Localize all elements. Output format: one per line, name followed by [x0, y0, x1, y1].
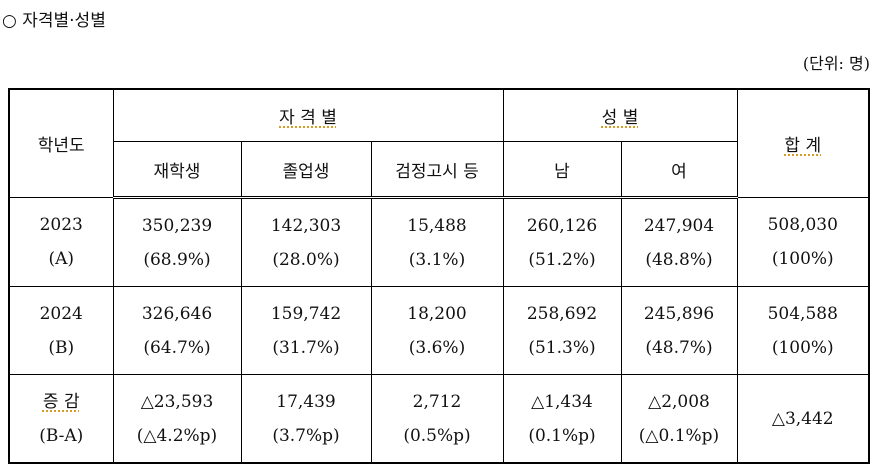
- table-body: 2023 (A) 350,239 (68.9%) 142,303 (28.0%) 15,48…: [8, 197, 870, 464]
- row-label-cell: 2023 (A): [8, 197, 114, 287]
- table-row: 2023 (A) 350,239 (68.9%) 142,303 (28.0%) 15,48…: [8, 197, 870, 287]
- cell-text: (28.0%): [272, 249, 340, 270]
- cell-text: (48.7%): [645, 337, 713, 358]
- data-cell: 17,439 (3.7%p): [240, 374, 372, 464]
- header-text: 합 계: [784, 136, 822, 156]
- data-cell: △1,434 (0.1%p): [502, 374, 622, 464]
- data-cell: △3,442: [736, 374, 870, 464]
- column-label: 남: [554, 161, 570, 182]
- cell-text: (△4.2%p): [136, 425, 218, 446]
- table-row: 증 감 (B-A) △23,593 (△4.2%p) 17,439 (3.7%p) 2,71…: [8, 374, 870, 464]
- row-label-cell: 2024 (B): [8, 286, 114, 375]
- cell-text: (0.1%p): [528, 425, 596, 446]
- cell-text: △2,008: [648, 391, 710, 412]
- data-cell: 245,896 (48.7%): [620, 286, 738, 375]
- cell-text: 258,692: [526, 303, 598, 324]
- data-cell: 504,588 (100%): [736, 286, 870, 375]
- column-label: 졸업생: [282, 161, 330, 182]
- cell-text: (48.8%): [645, 249, 713, 270]
- cell-text: (3.7%p): [272, 425, 340, 446]
- cell-text: (51.3%): [528, 337, 596, 358]
- header-cell: 여: [620, 141, 738, 199]
- data-cell: 350,239 (68.9%): [112, 197, 242, 287]
- stats-table: 학년도 자 격 별 성 별 합 계 재학생 졸업생 검정고시 등 남 여 2023 (A)…: [8, 88, 870, 464]
- cell-text: 504,588: [767, 303, 838, 324]
- header-text: 성 별: [601, 108, 639, 128]
- cell-text: △3,442: [771, 408, 834, 429]
- cell-text: △1,434: [531, 391, 593, 412]
- cell-text: 508,030: [767, 215, 838, 235]
- header-text: 자 격 별: [279, 108, 337, 128]
- column-label: 재학생: [153, 161, 201, 182]
- data-cell: △2,008 (△0.1%p): [620, 374, 738, 464]
- row-label-cell: 증 감 (B-A): [8, 374, 114, 464]
- data-cell: 18,200 (3.6%): [370, 286, 504, 375]
- row-label: (B): [48, 337, 75, 358]
- header-text: 학년도: [37, 136, 85, 156]
- column-label: 여: [671, 161, 687, 182]
- table-header: 학년도 자 격 별 성 별 합 계 재학생 졸업생 검정고시 등 남 여: [8, 88, 870, 199]
- cell-text: △23,593: [140, 391, 214, 412]
- row-label: (A): [48, 249, 75, 269]
- cell-text: 326,646: [141, 303, 213, 324]
- data-cell: 247,904 (48.8%): [620, 197, 738, 287]
- cell-text: (100%): [771, 337, 834, 358]
- header-cell: 재학생: [112, 141, 242, 199]
- cell-text: 15,488: [407, 215, 467, 236]
- data-cell: 2,712 (0.5%p): [370, 374, 504, 464]
- cell-text: (51.2%): [528, 249, 596, 270]
- column-label: 검정고시 등: [395, 161, 479, 182]
- table-row: 2024 (B) 326,646 (64.7%) 159,742 (31.7%) 18,20…: [8, 286, 870, 375]
- data-cell: 15,488 (3.1%): [370, 197, 504, 287]
- cell-text: 2,712: [412, 391, 462, 412]
- cell-text: (3.6%): [408, 337, 466, 358]
- row-label: 증 감: [42, 391, 80, 412]
- cell-text: 350,239: [141, 215, 213, 236]
- header-cell: 자 격 별: [112, 88, 504, 142]
- data-cell: 508,030 (100%): [736, 197, 870, 287]
- header-cell: 남: [502, 141, 622, 199]
- cell-text: 159,742: [270, 303, 342, 324]
- header-cell: 성 별: [502, 88, 738, 142]
- row-label: 2024: [39, 303, 83, 324]
- cell-text: (0.5%p): [403, 425, 471, 446]
- row-label: (B-A): [39, 425, 84, 446]
- heading: ○ 자격별·성별: [2, 11, 106, 31]
- cell-text: (68.9%): [143, 249, 211, 270]
- header-cell: 합 계: [736, 88, 870, 198]
- data-cell: 258,692 (51.3%): [502, 286, 622, 375]
- header-cell: 졸업생: [240, 141, 372, 199]
- cell-text: 142,303: [270, 215, 342, 236]
- data-cell: 159,742 (31.7%): [240, 286, 372, 375]
- data-cell: 260,126 (51.2%): [502, 197, 622, 287]
- cell-text: 18,200: [407, 303, 467, 324]
- cell-text: (△0.1%p): [638, 425, 720, 446]
- header-cell: 학년도: [8, 88, 114, 198]
- cell-text: 17,439: [276, 391, 336, 412]
- cell-text: (31.7%): [272, 337, 340, 358]
- cell-text: 245,896: [643, 303, 715, 324]
- data-cell: 142,303 (28.0%): [240, 197, 372, 287]
- cell-text: (100%): [771, 249, 834, 269]
- header-cell: 검정고시 등: [370, 141, 504, 199]
- data-cell: 326,646 (64.7%): [112, 286, 242, 375]
- cell-text: 247,904: [643, 215, 715, 236]
- row-label: 2023: [39, 215, 83, 235]
- unit-note: (단위: 명): [802, 54, 870, 73]
- data-cell: △23,593 (△4.2%p): [112, 374, 242, 464]
- cell-text: (3.1%): [408, 249, 466, 270]
- cell-text: 260,126: [526, 215, 598, 236]
- cell-text: (64.7%): [143, 337, 211, 358]
